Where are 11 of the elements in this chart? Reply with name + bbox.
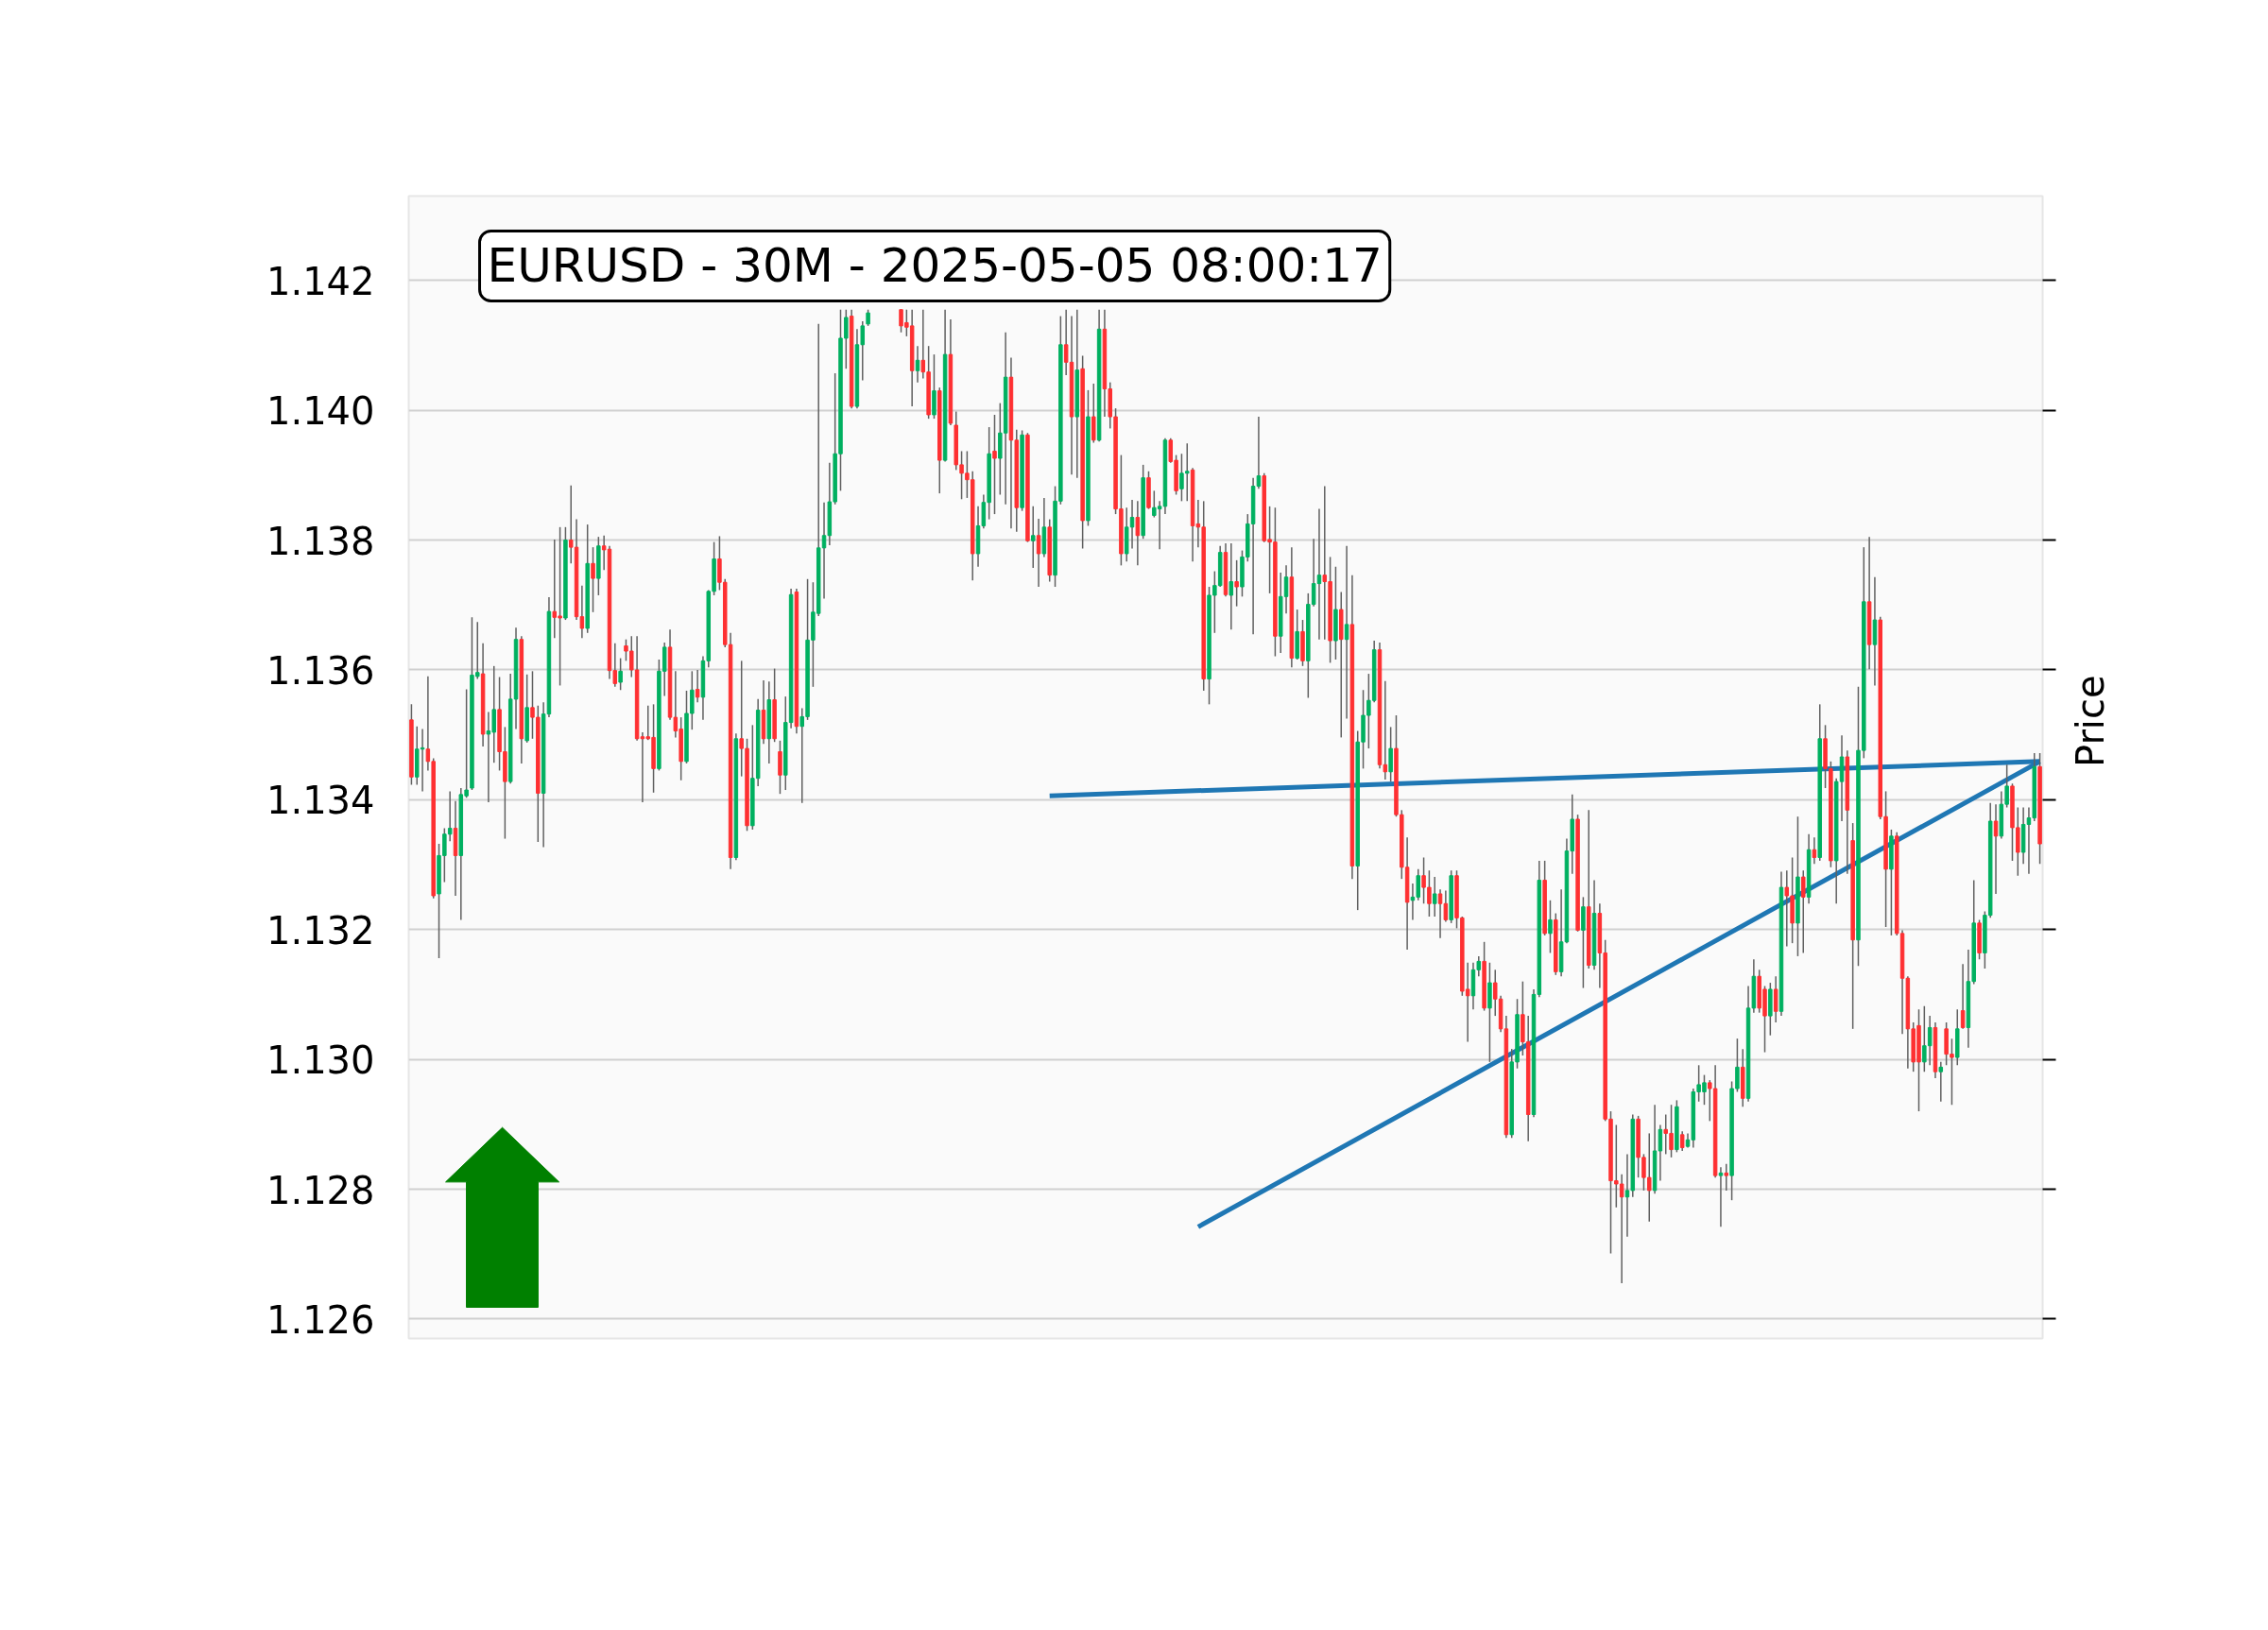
y-tick-label: 1.134 <box>266 779 375 823</box>
text: EURUSD - 30M - 2025-05-05 08:00:17 <box>487 238 1383 294</box>
y-tick-label: 1.132 <box>266 908 375 952</box>
y-tick-label: 1.140 <box>266 389 375 434</box>
y-tick-label: 1.128 <box>266 1168 375 1212</box>
y-tick-label: 1.130 <box>266 1038 375 1083</box>
y-tick-label: 1.138 <box>266 519 375 563</box>
y-tick-label: 1.136 <box>266 648 375 693</box>
y-tick-label: 1.142 <box>266 259 375 303</box>
y-tick-label: 1.126 <box>266 1297 375 1342</box>
y-axis-title: Price <box>2068 675 2112 767</box>
